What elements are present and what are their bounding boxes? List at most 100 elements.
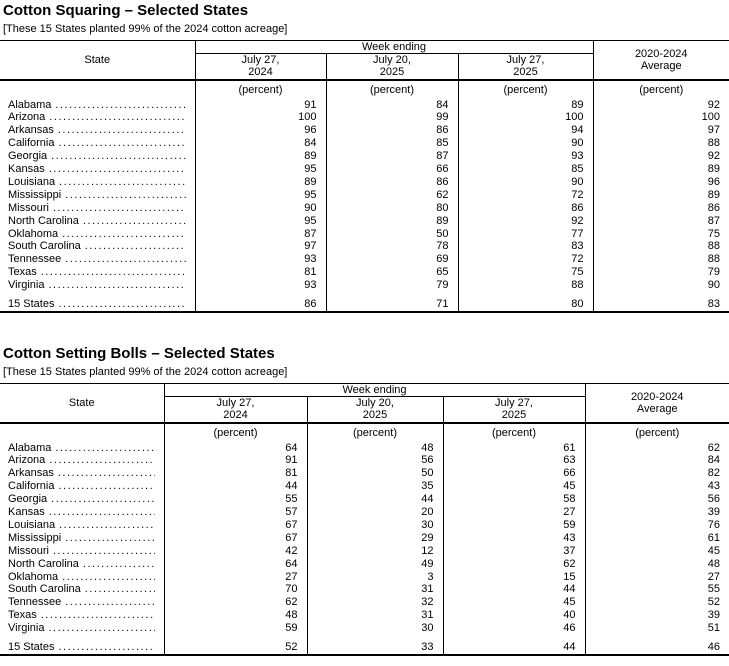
dot-leader <box>53 545 155 558</box>
value-cell: 90 <box>457 175 593 189</box>
dot-leader <box>58 137 185 150</box>
dot-leader <box>49 279 186 292</box>
dot-leader <box>62 228 185 241</box>
value-cell: 86 <box>325 175 458 189</box>
state-cell: 15 States <box>0 298 195 312</box>
spacer-cell <box>592 292 729 299</box>
spacer-cell <box>163 635 307 642</box>
value-cell: 88 <box>592 253 729 267</box>
table-body: Alabama91848992Arizona10099100100Arkansa… <box>0 98 729 312</box>
dot-leader <box>62 571 154 584</box>
state-cell: Mississippi <box>0 189 195 202</box>
value-cell: 3 <box>306 570 443 584</box>
value-cell: 51 <box>584 622 729 636</box>
state-cell: Arkansas <box>0 124 195 137</box>
value-cell: 92 <box>592 98 729 112</box>
column-header-week2: July 20, 2025 <box>325 53 458 81</box>
value-cell: 99 <box>325 111 458 125</box>
unit-label: (percent) <box>592 79 729 99</box>
dot-leader <box>41 266 186 279</box>
dot-leader <box>53 202 186 215</box>
value-cell: 64 <box>163 441 307 455</box>
column-header-week2: July 20, 2025 <box>306 396 443 424</box>
state-label: Oklahoma <box>8 227 59 240</box>
value-cell: 12 <box>306 544 443 558</box>
value-cell: 49 <box>306 557 443 571</box>
week-ending-header: Week ending <box>194 40 593 54</box>
value-cell: 85 <box>325 137 458 151</box>
state-cell: Virginia <box>0 279 195 292</box>
value-cell: 76 <box>584 518 729 532</box>
state-label: Mississippi <box>8 188 62 201</box>
value-cell: 35 <box>306 480 443 494</box>
value-cell: 81 <box>163 467 307 481</box>
value-cell: 20 <box>306 506 443 519</box>
value-cell: 87 <box>194 227 326 241</box>
state-label: Kansas <box>8 163 45 176</box>
value-cell: 59 <box>163 622 307 636</box>
state-cell: Texas <box>0 609 164 622</box>
dot-leader <box>55 442 154 455</box>
value-cell: 31 <box>306 583 443 597</box>
dot-leader <box>49 622 155 635</box>
date-header-row: July 27, 2024 July 20, 2025 July 27, 202… <box>0 53 729 81</box>
value-cell: 96 <box>194 124 326 138</box>
state-label: South Carolina <box>8 240 81 253</box>
value-cell: 63 <box>442 454 585 468</box>
value-cell: 86 <box>457 201 593 215</box>
dot-leader <box>85 240 186 253</box>
average-column-header: 2020-2024 Average <box>592 40 729 81</box>
state-cell: Georgia <box>0 150 195 163</box>
state-cell: Arizona <box>0 111 195 124</box>
value-cell: 92 <box>457 214 593 228</box>
unit-label: (percent) <box>442 422 585 442</box>
dot-leader <box>58 124 186 137</box>
value-cell: 43 <box>584 480 729 494</box>
unit-label: (percent) <box>163 422 307 442</box>
state-label: 15 States <box>8 298 55 311</box>
value-cell: 80 <box>457 298 593 312</box>
value-cell: 30 <box>306 622 443 636</box>
value-cell: 100 <box>457 111 593 125</box>
value-cell: 37 <box>442 544 585 558</box>
value-cell: 50 <box>306 467 443 481</box>
value-cell: 79 <box>325 279 458 293</box>
unit-label: (percent) <box>325 79 458 99</box>
state-label: Georgia <box>8 493 48 506</box>
state-label: Virginia <box>8 622 45 635</box>
value-cell: 27 <box>163 570 307 584</box>
spacer-row <box>0 635 729 642</box>
value-cell: 46 <box>442 622 585 636</box>
value-cell: 48 <box>163 609 307 623</box>
cotton-squaring-section: Cotton Squaring – Selected States [These… <box>0 0 729 313</box>
value-cell: 66 <box>442 467 585 481</box>
dot-leader <box>51 150 185 163</box>
state-label: Arizona <box>8 454 46 467</box>
value-cell: 89 <box>194 175 326 189</box>
state-cell: Missouri <box>0 545 164 558</box>
value-cell: 100 <box>592 111 729 125</box>
state-cell: North Carolina <box>0 558 164 571</box>
value-cell: 87 <box>592 214 729 228</box>
value-cell: 33 <box>306 641 443 655</box>
state-cell: Georgia <box>0 493 164 506</box>
value-cell: 64 <box>163 557 307 571</box>
dot-leader <box>65 253 185 266</box>
value-cell: 65 <box>325 266 458 280</box>
state-cell: Oklahoma <box>0 228 195 241</box>
value-cell: 67 <box>163 518 307 532</box>
group-header-row: State Week ending 2020-2024 Average <box>0 383 729 424</box>
spacer-cell <box>325 292 458 299</box>
value-cell: 43 <box>442 531 585 545</box>
state-cell: South Carolina <box>0 583 164 596</box>
value-cell: 71 <box>325 298 458 312</box>
